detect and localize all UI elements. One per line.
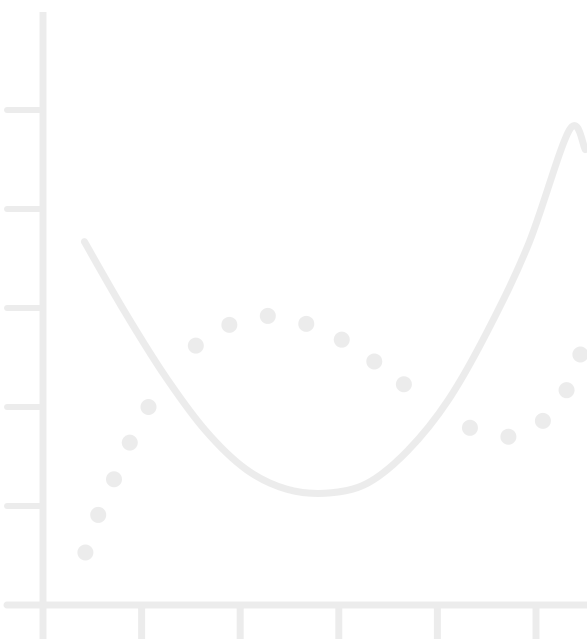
curve-layer — [80, 122, 587, 497]
data-point-15 — [534, 412, 551, 429]
data-point-14 — [500, 428, 517, 445]
fit-curve-line — [80, 122, 587, 497]
data-point-11 — [366, 353, 383, 370]
data-point-17 — [572, 346, 587, 363]
data-point-13 — [461, 419, 478, 436]
data-point-1 — [77, 544, 94, 561]
data-point-2 — [90, 506, 107, 523]
data-point-4 — [121, 434, 138, 451]
data-point-5 — [140, 399, 157, 415]
data-point-7 — [221, 316, 238, 333]
data-point-8 — [259, 307, 276, 324]
data-point-16 — [558, 382, 575, 399]
data-point-10 — [333, 331, 350, 348]
data-point-9 — [298, 315, 315, 332]
chart-axes — [3, 12, 587, 639]
points-layer — [77, 307, 587, 561]
data-point-12 — [395, 376, 412, 393]
data-point-3 — [105, 471, 122, 488]
data-point-6 — [187, 337, 204, 354]
